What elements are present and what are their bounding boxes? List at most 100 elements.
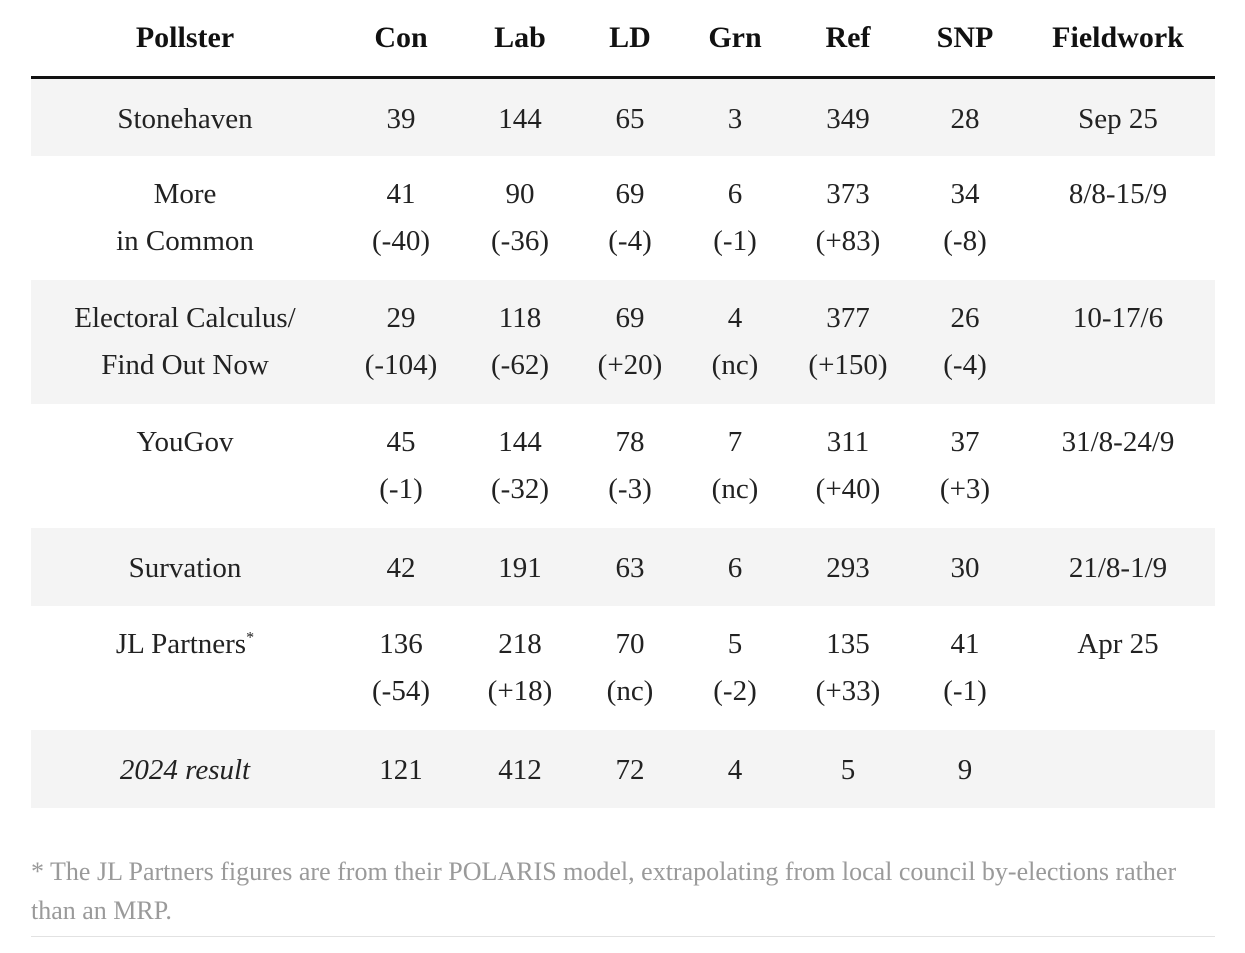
ref-seats-value: 293 (826, 551, 870, 584)
con-seats-cell: 29 (-104) (339, 279, 463, 404)
snp-seats-value: 41 (950, 627, 980, 660)
con-seats-cell: 42 (339, 527, 463, 606)
pollster-cell: JL Partners* (31, 606, 339, 730)
snp-seats-change: (-4) (943, 348, 987, 381)
ld-seats-cell: 69 (-4) (577, 156, 683, 280)
ref-seats-change: (+150) (808, 348, 888, 381)
snp-seats-cell: 41 (-1) (909, 606, 1021, 730)
snp-seats-change: (-1) (943, 674, 987, 707)
header-fieldwork: Fieldwork (1021, 0, 1215, 79)
grn-seats-cell: 3 (683, 77, 787, 156)
lab-seats-value: 144 (498, 103, 542, 135)
snp-seats-cell: 28 (909, 77, 1021, 156)
grn-seats-cell: 5 (-2) (683, 606, 787, 730)
snp-seats-cell: 30 (909, 527, 1021, 606)
header-lab: Lab (463, 0, 577, 79)
lab-seats-cell: 218 (+18) (463, 606, 577, 730)
lab-seats-value: 412 (498, 753, 542, 786)
ref-seats-value: 5 (840, 753, 856, 786)
pollster-name-line: in Common (116, 224, 254, 257)
pollster-name-line: Electoral Calculus/ (74, 301, 296, 334)
ld-seats-value: 65 (615, 103, 645, 135)
grn-seats-cell: 6 (683, 527, 787, 606)
pollster-cell: Survation (31, 527, 339, 606)
ref-seats-cell: 377 (+150) (787, 279, 909, 404)
ref-seats-change: (+83) (815, 224, 881, 257)
ref-seats-cell: 311 (+40) (787, 404, 909, 528)
ld-seats-cell: 63 (577, 527, 683, 606)
lab-seats-cell: 191 (463, 527, 577, 606)
table-body: Stonehaven 39 144 65 3 349 28 Sep 25 More in Comm… (31, 77, 1215, 808)
snp-seats-value: 28 (950, 103, 980, 135)
pollster-name-line: JL Partners (115, 627, 247, 660)
pollster-cell: Electoral Calculus/Find Out Now (31, 279, 339, 404)
ref-seats-value: 373 (826, 177, 870, 210)
con-seats-value: 45 (386, 425, 416, 458)
grn-seats-change: (-1) (713, 224, 757, 257)
fieldwork-cell (1021, 729, 1215, 808)
ld-seats-value: 69 (615, 177, 645, 210)
header-con: Con (339, 0, 463, 79)
ref-seats-value: 311 (826, 425, 870, 458)
grn-seats-cell: 4 (683, 729, 787, 808)
lab-seats-change: (-62) (491, 348, 549, 381)
ld-seats-change: (nc) (606, 674, 654, 707)
grn-seats-value: 6 (727, 177, 743, 210)
con-seats-value: 41 (386, 177, 416, 210)
pollster-name-line: 2024 result (119, 753, 251, 786)
snp-seats-value: 37 (950, 425, 980, 458)
lab-seats-change: (-32) (491, 472, 549, 505)
header-ld: LD (577, 0, 683, 79)
lab-seats-change: (-36) (491, 224, 549, 257)
grn-seats-change: (-2) (713, 674, 757, 707)
ld-seats-cell: 72 (577, 729, 683, 808)
table-row: 2024 result 121 412 72 4 5 9 (31, 729, 1215, 808)
ld-seats-value: 72 (615, 753, 645, 786)
con-seats-change: (-1) (379, 472, 423, 505)
pollster-name-line: Find Out Now (101, 348, 269, 381)
ld-seats-cell: 69 (+20) (577, 279, 683, 404)
snp-seats-value: 34 (950, 177, 980, 210)
ld-seats-value: 70 (615, 627, 645, 660)
footnote-marker: * (246, 628, 255, 646)
table-row: More in Common 41 (-40) 90 (-36) 69 (-4) 6 (-1) 37… (31, 156, 1215, 280)
grn-seats-value: 7 (727, 425, 743, 458)
snp-seats-cell: 9 (909, 729, 1021, 808)
lab-seats-cell: 144 (463, 77, 577, 156)
con-seats-change: (-104) (364, 348, 438, 381)
table-row: Electoral Calculus/Find Out Now 29 (-104) 1… (31, 279, 1215, 404)
ref-seats-cell: 5 (787, 729, 909, 808)
snp-seats-value: 30 (950, 551, 980, 584)
fieldwork-cell: 10-17/6 (1021, 279, 1215, 404)
ref-seats-value: 349 (826, 103, 870, 135)
pollster-cell: Stonehaven (31, 77, 339, 156)
ld-seats-change: (-4) (608, 224, 652, 257)
con-seats-value: 136 (379, 627, 423, 660)
ref-seats-cell: 293 (787, 527, 909, 606)
snp-seats-cell: 26 (-4) (909, 279, 1021, 404)
grn-seats-change: (nc) (711, 348, 759, 381)
pollster-name-line: Survation (128, 551, 242, 584)
header-ref: Ref (787, 0, 909, 79)
fieldwork-cell: Sep 25 (1021, 77, 1215, 156)
con-seats-cell: 121 (339, 729, 463, 808)
ref-seats-cell: 135 (+33) (787, 606, 909, 730)
ld-seats-value: 69 (615, 301, 645, 334)
table-row: JL Partners* 136 (-54) 218 (+18) 70 (nc) 5 (-2) 1… (31, 606, 1215, 730)
ref-seats-change: (+33) (815, 674, 881, 707)
snp-seats-change: (+3) (939, 472, 991, 505)
con-seats-change: (-40) (372, 224, 430, 257)
grn-seats-cell: 6 (-1) (683, 156, 787, 280)
con-seats-value: 121 (379, 753, 423, 786)
table-row: Survation 42 191 63 6 293 30 21/8-1/9 (31, 527, 1215, 606)
lab-seats-value: 218 (498, 627, 542, 660)
pollster-cell: 2024 result (31, 729, 339, 808)
snp-seats-value: 9 (957, 753, 973, 786)
table-row: YouGov 45 (-1) 144 (-32) 78 (-3) 7 (nc) 311 (+40) 3… (31, 404, 1215, 528)
header-grn: Grn (683, 0, 787, 79)
con-seats-value: 39 (386, 103, 416, 135)
ld-seats-cell: 78 (-3) (577, 404, 683, 528)
ref-seats-cell: 373 (+83) (787, 156, 909, 280)
table-header-row: Pollster Con Lab LD Grn Ref SNP Fieldwor… (31, 0, 1215, 79)
con-seats-cell: 136 (-54) (339, 606, 463, 730)
